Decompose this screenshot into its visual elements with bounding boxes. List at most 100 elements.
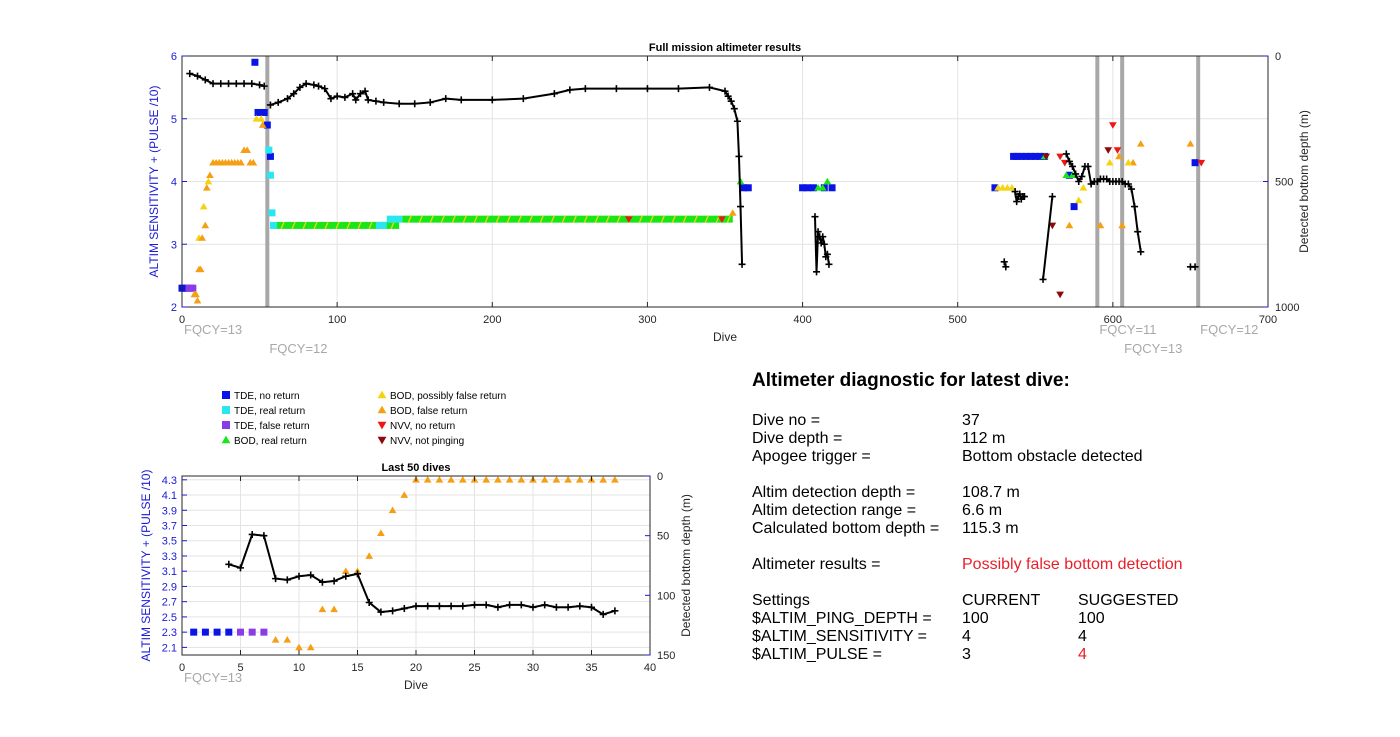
depth-point [342,572,350,580]
setting-sensitivity-suggested: 4 [1078,628,1087,645]
marker-bod-false [552,476,561,483]
depth-point [1072,170,1080,178]
marker-bod-false [243,146,252,153]
marker-nvv-no-return [1056,153,1064,161]
marker-tde-no-return [254,108,262,116]
depth-point [365,598,373,606]
marker-bod-false [341,567,350,575]
band-stripe [704,215,709,223]
setting-pulse-row: $ALTIM_PULSE = 3 4 [752,646,1352,664]
legend-label: NVV, not pinging [390,436,464,447]
band-stripe [280,221,285,230]
legend: TDE, no return TDE, real return TDE, false… [221,390,506,447]
marker-bod-false [306,643,315,651]
calculated-bottom-depth-label: Calculated bottom depth = [752,520,940,537]
marker-nvv-no-return [1109,122,1117,129]
band-stripe [693,215,698,223]
chart-title: Last 50 dives [381,462,450,474]
marker-bod-false [249,158,258,166]
depth-point [733,117,741,125]
y-tick-label: 4 [171,177,177,189]
x-tick-label: 600 [1104,314,1122,326]
legend-label: BOD, false return [390,406,467,417]
legend-marker [377,421,387,430]
band-stripe [368,221,373,230]
y-axis-label: ALTIM SENSITIVITY + (PULSE /10) [147,86,161,278]
depth-point [1137,248,1145,256]
marker-tde-no-return [1191,159,1199,167]
marker-bod-real-return [1062,171,1071,179]
depth-point [283,95,291,103]
depth-point [225,80,233,88]
depth-point [1127,185,1135,193]
marker-tde-no-return [190,628,198,636]
marker-tde-no-return [1070,203,1078,211]
depth-point [356,90,364,98]
depth-point [576,602,584,610]
marker-bod-false [388,506,397,514]
depth-point [217,80,225,88]
depth-point [435,602,443,610]
depth-point [1124,180,1132,188]
marker-tde-no-return [744,184,752,192]
depth-point [260,82,268,90]
x-tick-label: 400 [793,314,811,326]
setting-pulse-label: $ALTIM_PULSE = [752,646,882,663]
marker-tde-no-return [809,184,817,192]
marker-tde-no-return [1022,152,1030,160]
legend-label: BOD, real return [234,436,307,447]
depth-point [315,82,323,90]
depth-point [506,601,514,609]
band-stripe [335,221,340,230]
y2-tick-label: 500 [1275,177,1293,189]
depth-point [327,95,335,103]
settings-header-label: Settings [752,592,810,609]
depth-point [814,228,822,236]
marker-bod-false [564,476,572,483]
depth-point [240,80,248,88]
depth-line [228,533,616,616]
depth-point [400,604,408,612]
depth-point [377,608,385,616]
x-tick-label: 5 [237,662,243,674]
depth-point [519,95,527,103]
y-tick-label: 4.3 [162,475,177,487]
depth-point [705,83,713,91]
altim-detection-depth-label: Altim detection depth = [752,484,916,501]
y-tick-label: 3.5 [162,536,177,548]
y-tick-label: 2.7 [162,597,177,609]
marker-tde-no-return [260,108,268,116]
depth-point [310,81,318,89]
depth-point [581,85,589,93]
depth-point [727,97,735,105]
x-tick-label: 100 [328,314,346,326]
band-stripe [390,221,395,230]
depth-point [1013,198,1021,206]
legend-marker [377,436,387,445]
depth-point [1002,263,1010,271]
y-tick-label: 2.9 [162,581,177,593]
depth-point [372,97,380,105]
band-stripe [539,215,544,223]
depth-point [364,96,372,104]
depth-point [411,100,419,108]
depth-point [321,85,329,93]
depth-point [1134,228,1142,236]
band-stripe [517,215,522,223]
depth-point [564,603,572,611]
y2-axis-label: Detected bottom depth (m) [1297,110,1311,253]
depth-point [730,105,738,113]
marker-tde-no-return [991,184,999,192]
marker-bod-false [423,476,432,483]
depth-point [426,98,434,106]
marker-bod-false [258,121,267,128]
band-stripe [407,215,412,223]
marker-tde-no-return [740,184,748,192]
depth-point [459,602,467,610]
marker-tde-real-return [266,171,274,179]
altim-detection-depth-row: Altim detection depth = 108.7 m [752,484,1352,502]
calculated-bottom-depth-value: 115.3 m [962,520,1019,537]
x-tick-label: 15 [351,662,363,674]
setting-pulse-current: 3 [962,646,971,663]
x-tick-label: 40 [644,662,656,674]
